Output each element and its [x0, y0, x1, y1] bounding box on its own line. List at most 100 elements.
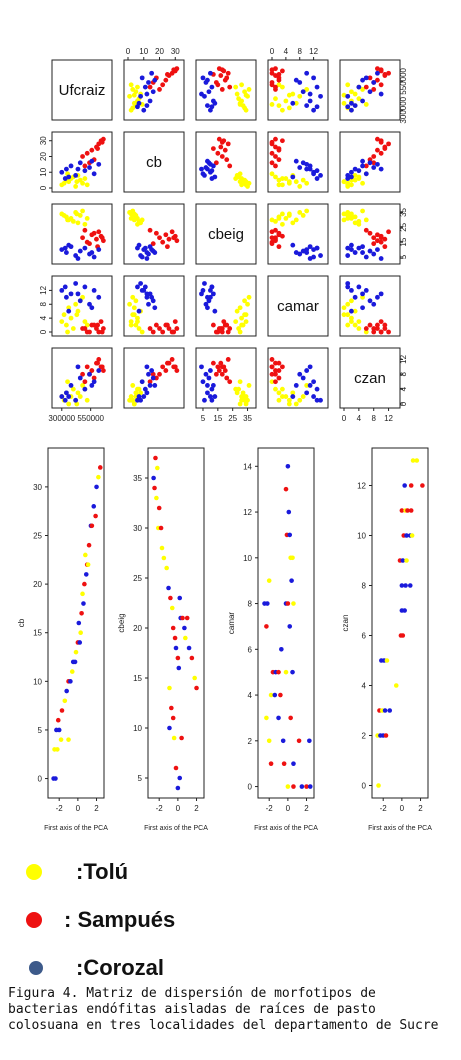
data-point — [345, 82, 351, 88]
tick-label: 2 — [304, 804, 309, 813]
panel-frame — [371, 447, 429, 799]
data-point — [243, 312, 249, 318]
data-point — [404, 558, 409, 563]
data-point — [77, 375, 83, 381]
panel-frame — [267, 203, 329, 265]
tick-label: -2 — [56, 804, 64, 813]
data-point — [174, 368, 180, 373]
data-point — [150, 371, 156, 377]
data-point — [169, 229, 175, 235]
data-point — [209, 176, 215, 181]
data-point — [382, 326, 388, 331]
data-point — [300, 177, 306, 183]
data-point — [341, 211, 347, 217]
data-point — [218, 73, 224, 78]
data-point — [224, 322, 230, 328]
data-point — [239, 397, 245, 403]
tick-label: 0 — [270, 47, 275, 56]
data-point — [96, 357, 102, 362]
data-point — [91, 322, 97, 328]
data-point — [367, 89, 373, 95]
data-point — [55, 747, 60, 752]
data-point — [179, 735, 184, 741]
matrix-panel — [195, 59, 257, 121]
data-point — [170, 715, 176, 721]
data-point — [386, 229, 391, 235]
data-point — [96, 247, 102, 253]
tick-label: 0 — [286, 804, 291, 813]
data-point — [73, 281, 79, 286]
data-point — [378, 166, 384, 172]
pca-panel: 0 2 4 6 8 10 12 czan -2 0 2 First axis of the PCA — [341, 447, 432, 832]
tick-label: 5 — [38, 726, 43, 735]
data-point — [296, 738, 302, 744]
legend-item-corozal: :Corozal — [0, 946, 461, 990]
data-point — [360, 208, 365, 214]
data-point — [98, 319, 104, 324]
panel-frame — [339, 347, 401, 409]
data-point — [192, 675, 197, 681]
data-point — [157, 326, 162, 331]
data-point — [375, 238, 380, 244]
data-point — [210, 291, 216, 297]
data-point — [341, 312, 347, 318]
data-point — [66, 242, 72, 248]
data-point — [345, 312, 351, 318]
tick-label: 10 — [133, 724, 142, 733]
data-point — [286, 105, 292, 111]
data-point — [144, 364, 150, 370]
data-point — [363, 227, 369, 233]
data-point — [221, 319, 227, 324]
data-point — [375, 161, 380, 167]
data-point — [93, 513, 98, 519]
tick-label: 10 — [39, 167, 48, 176]
data-point — [349, 242, 354, 248]
data-point — [208, 368, 213, 373]
data-point — [208, 294, 213, 300]
data-point — [89, 147, 95, 153]
legend-swatch — [26, 864, 42, 880]
data-point — [152, 77, 158, 83]
data-point — [55, 717, 61, 723]
data-point — [349, 288, 354, 293]
data-point — [314, 84, 320, 90]
matrix-panel — [51, 275, 113, 337]
data-point — [189, 655, 195, 661]
data-point — [75, 390, 81, 396]
data-point — [150, 89, 156, 95]
data-point — [363, 84, 369, 90]
data-point — [356, 319, 362, 324]
data-point — [208, 70, 213, 76]
data-point — [61, 312, 67, 318]
data-point — [205, 158, 210, 164]
data-point — [237, 305, 243, 311]
data-point — [345, 93, 351, 99]
data-point — [163, 368, 169, 373]
data-point — [62, 176, 68, 181]
data-point — [318, 172, 323, 178]
data-point — [378, 256, 384, 261]
data-point — [276, 182, 282, 188]
tick-label: 4 — [357, 414, 362, 423]
data-point — [239, 182, 245, 188]
data-point — [299, 784, 305, 789]
data-point — [146, 301, 151, 307]
data-point — [66, 308, 72, 314]
data-point — [80, 154, 85, 159]
panel-frame — [123, 59, 185, 121]
data-point — [170, 625, 176, 631]
data-point — [280, 364, 285, 370]
data-point — [64, 166, 69, 172]
data-point — [176, 665, 182, 671]
data-point — [59, 394, 65, 399]
tick-label: 35 — [133, 474, 142, 483]
data-point — [290, 242, 296, 248]
data-point — [269, 70, 275, 76]
data-point — [131, 211, 137, 217]
data-point — [290, 100, 296, 106]
data-point — [128, 216, 134, 221]
tick-label: 550000 — [77, 414, 104, 423]
data-point — [367, 75, 373, 81]
data-point — [352, 308, 358, 314]
data-point — [128, 397, 134, 403]
